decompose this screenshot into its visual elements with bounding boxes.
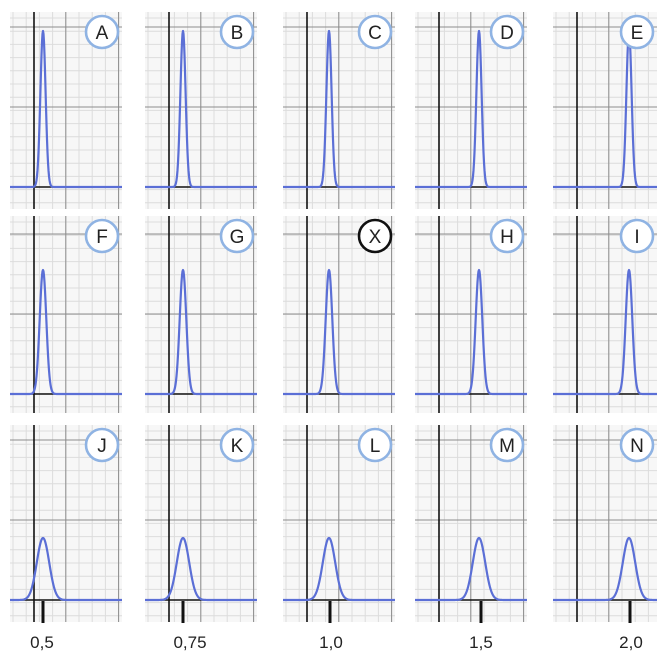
panel-label: F: [96, 227, 108, 248]
panel-label-badge: I: [619, 218, 655, 254]
panel-label-badge: L: [357, 427, 393, 463]
highlight-badge-circle: [357, 218, 393, 254]
peak-curve: [145, 536, 257, 602]
x-tick-label: 0,5: [30, 633, 54, 652]
badge-circle: [84, 427, 120, 463]
peak-curve: [145, 29, 257, 189]
panel-label-badge: B: [219, 14, 255, 50]
panel-label-badge: A: [84, 14, 120, 50]
panel-label: B: [231, 23, 244, 44]
peak-curve: [415, 29, 527, 189]
panel-label: K: [231, 436, 244, 457]
panel-label-badge: H: [489, 218, 525, 254]
peak-curve: [553, 268, 657, 396]
panel-label: A: [96, 23, 109, 44]
panel-label-badge: J: [84, 427, 120, 463]
panel-label: X: [369, 227, 382, 248]
panel-label-badge: M: [489, 427, 525, 463]
badge-circle: [489, 14, 525, 50]
badge-circle: [357, 427, 393, 463]
peak-curve: [283, 268, 395, 396]
peak-curve: [10, 536, 122, 602]
x-tick-label: 1,5: [469, 633, 493, 652]
badge-circle: [219, 218, 255, 254]
badge-circle: [489, 427, 525, 463]
panel-label: J: [97, 436, 107, 457]
panel-d: [415, 12, 527, 209]
peak-curve: [283, 536, 395, 602]
panel-label: E: [631, 23, 644, 44]
panel-label-badge: C: [357, 14, 393, 50]
panel-label-badge: F: [84, 218, 120, 254]
panel-label-badge: E: [619, 14, 655, 50]
panel-label-badge: X: [357, 218, 393, 254]
panel-label: M: [499, 436, 515, 457]
x-tick-label: 2,0: [619, 633, 643, 652]
badge-circle: [357, 14, 393, 50]
badge-circle: [219, 427, 255, 463]
panel-label: C: [368, 23, 382, 44]
badge-circle: [489, 218, 525, 254]
panel-label: D: [500, 23, 514, 44]
panel-e: [553, 12, 657, 209]
peak-curve: [145, 268, 257, 396]
peak-curve: [283, 29, 395, 189]
panel-label-badge: D: [489, 14, 525, 50]
badge-circle: [619, 218, 655, 254]
panel-i: [553, 216, 657, 413]
panel-label: N: [630, 436, 644, 457]
peak-curve: [415, 268, 527, 396]
x-tick-label: 1,0: [319, 633, 343, 652]
panel-c: [283, 12, 395, 209]
peak-curve: [553, 29, 657, 189]
peak-curve: [10, 268, 122, 396]
panel-f: [10, 216, 122, 413]
panel-label-badge: G: [219, 218, 255, 254]
panel-label: L: [370, 436, 381, 457]
peak-curve: [553, 536, 657, 602]
x-tick-label: 0,75: [173, 633, 206, 652]
badge-circle: [84, 218, 120, 254]
peak-curve: [10, 29, 122, 189]
peak-curve: [415, 536, 527, 602]
panel-label: H: [500, 227, 514, 248]
panel-label: I: [634, 227, 639, 248]
badge-circle: [84, 14, 120, 50]
badge-circle: [619, 427, 655, 463]
panel-label: G: [230, 227, 245, 248]
panel-label-badge: N: [619, 427, 655, 463]
badge-circle: [619, 14, 655, 50]
badge-circle: [219, 14, 255, 50]
panel-label-badge: K: [219, 427, 255, 463]
